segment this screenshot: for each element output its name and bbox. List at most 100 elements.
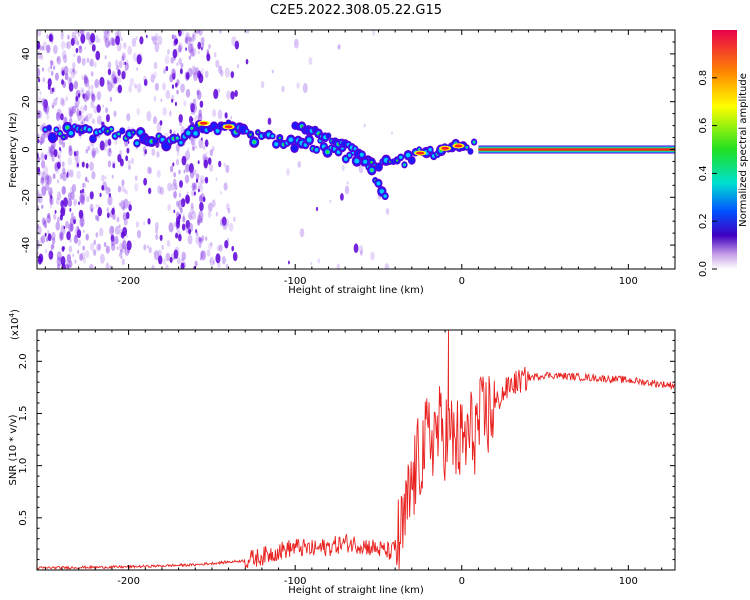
noise-speck <box>126 147 130 154</box>
noise-speck <box>99 140 105 151</box>
noise-speck <box>183 169 186 174</box>
track-blob-core <box>62 136 65 139</box>
noise-speck <box>37 156 41 163</box>
noise-speck <box>185 194 190 205</box>
noise-speck <box>113 110 117 117</box>
noise-speck <box>54 210 57 214</box>
noise-speck <box>358 164 364 174</box>
noise-speck <box>104 175 107 180</box>
track-blob-inner <box>359 152 364 157</box>
noise-speck <box>98 227 104 237</box>
track-blob-inner <box>179 141 183 145</box>
track-blob-core <box>465 146 468 149</box>
noise-speck <box>86 195 90 203</box>
noise-speck <box>201 235 205 242</box>
noise-speck <box>90 90 94 97</box>
noise-speck <box>75 47 79 54</box>
noise-speck <box>41 185 47 196</box>
track-hotspot-core <box>441 146 450 150</box>
noise-speck <box>189 48 195 57</box>
noise-speck <box>191 182 196 191</box>
noise-speck <box>197 30 201 34</box>
noise-speck <box>315 206 319 212</box>
noise-speck <box>81 114 85 121</box>
noise-speck <box>167 204 171 212</box>
noise-speck <box>191 65 197 76</box>
noise-speck <box>260 81 265 89</box>
noise-speck <box>193 191 196 196</box>
snr-y-tick-label: 0.5 <box>18 510 29 526</box>
spectrogram-y-tick-label: -40 <box>21 237 32 253</box>
noise-speck <box>175 211 180 219</box>
noise-speck <box>174 184 178 191</box>
noise-speck <box>76 41 80 46</box>
track-blob-inner <box>306 137 312 143</box>
noise-speck <box>73 151 77 157</box>
noise-speck <box>107 138 112 146</box>
noise-speck <box>90 208 93 213</box>
noise-speck <box>198 73 204 84</box>
noise-speck <box>131 37 137 48</box>
noise-speck <box>78 45 83 54</box>
track-blob-inner <box>271 134 275 138</box>
noise-speck <box>67 261 71 269</box>
noise-speck <box>132 52 138 62</box>
colorbar: 0.0 0.2 0.4 0.6 0.8 Normalized spectral ampl… <box>698 30 749 277</box>
noise-speck <box>44 232 47 237</box>
noise-speck <box>122 61 125 66</box>
noise-speck <box>281 85 285 93</box>
noise-speck <box>88 263 94 269</box>
noise-speck <box>208 43 211 50</box>
noise-speck <box>246 30 250 34</box>
noise-speck <box>60 207 66 217</box>
noise-speck <box>90 100 95 109</box>
noise-speck <box>179 207 183 214</box>
noise-speck <box>82 257 86 264</box>
noise-speck <box>152 35 157 45</box>
noise-speck <box>136 229 142 239</box>
noise-speck <box>128 85 133 93</box>
noise-speck <box>44 154 48 160</box>
noise-speck <box>90 32 96 44</box>
noise-speck <box>195 30 199 35</box>
noise-speck <box>96 104 101 113</box>
spectrogram-x-tick-label: -200 <box>117 276 140 287</box>
colorbar-tick-label: 0.6 <box>698 118 709 134</box>
noise-speck <box>155 233 159 241</box>
noise-speck <box>230 71 235 79</box>
track-blob-core <box>473 141 476 144</box>
noise-speck <box>143 152 146 157</box>
noise-speck <box>111 82 115 89</box>
noise-speck <box>221 216 227 226</box>
track-blob-mid <box>291 144 298 152</box>
noise-speck <box>108 192 112 198</box>
noise-speck <box>337 44 340 50</box>
noise-speck <box>37 193 43 204</box>
noise-speck <box>78 93 81 98</box>
noise-speck <box>72 38 76 45</box>
noise-speck <box>384 263 390 269</box>
noise-speck <box>72 253 75 258</box>
noise-speck <box>79 217 85 228</box>
noise-speck <box>180 251 186 262</box>
noise-speck <box>70 69 76 79</box>
noise-speck <box>69 78 72 83</box>
noise-speck <box>182 216 186 223</box>
noise-speck <box>87 145 91 151</box>
track-blob-inner <box>54 128 58 132</box>
noise-speck <box>217 109 223 120</box>
noise-speck <box>224 67 230 78</box>
noise-speck <box>207 210 212 218</box>
noise-speck <box>188 115 193 124</box>
noise-speck <box>185 35 190 45</box>
noise-speck <box>168 222 174 233</box>
noise-speck <box>116 216 120 223</box>
noise-speck <box>171 98 174 103</box>
noise-speck <box>178 57 182 65</box>
noise-speck <box>52 243 55 249</box>
noise-speck <box>204 139 209 147</box>
snr-y-tick-label: 1.0 <box>18 458 29 474</box>
noise-speck <box>192 66 198 77</box>
noise-speck <box>196 90 202 100</box>
noise-speck <box>195 67 200 75</box>
